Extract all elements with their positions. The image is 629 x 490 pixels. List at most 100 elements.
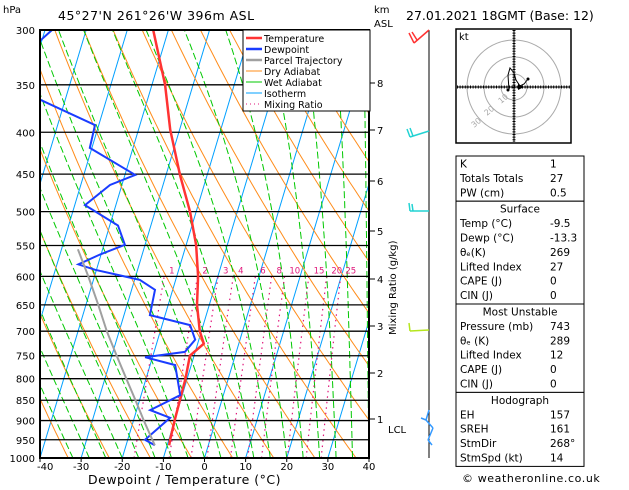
index-value: -13.3	[550, 233, 577, 245]
index-value: 0.5	[550, 187, 567, 199]
index-label: θₑ(K)	[460, 247, 486, 259]
hodograph-unit: kt	[459, 32, 469, 43]
mixing-ratio-line	[207, 276, 233, 458]
legend-label: Wet Adiabat	[264, 78, 322, 89]
km-tick-label: 3	[377, 322, 383, 333]
wind-barb-700	[409, 323, 429, 331]
dry-adiabat-line	[26, 30, 233, 458]
x-tick-label: -30	[73, 462, 89, 473]
pressure-tick-label: 850	[16, 396, 35, 407]
wind-barb-900	[421, 410, 433, 445]
km-tick-label: 2	[377, 369, 383, 380]
km-tick-label: 7	[377, 126, 383, 137]
index-value: 14	[550, 453, 564, 465]
index-value: 12	[550, 350, 563, 362]
mixing-ratio-line	[306, 276, 326, 458]
hodograph: kt 10 20 30	[456, 29, 571, 143]
index-value: 161	[550, 424, 570, 436]
isotherm-line	[81, 30, 209, 458]
km-tick-label: 4	[377, 275, 383, 286]
location-title: 45°27'N 261°26'W 396m ASL	[58, 8, 255, 23]
isotherm-line	[0, 30, 4, 458]
legend-label: Dewpoint	[264, 45, 309, 56]
index-value: 268°	[550, 438, 575, 450]
pressure-tick-label: 400	[16, 128, 35, 139]
index-value: 289	[550, 335, 570, 347]
index-label: CIN (J)	[460, 379, 493, 391]
index-label: Lifted Index	[460, 350, 522, 362]
mixing-ratio-label: 1	[169, 266, 174, 276]
mixing-ratio-label: 3	[223, 266, 228, 276]
index-label: Totals Totals	[459, 173, 523, 185]
index-value: 1	[550, 159, 557, 171]
index-label: StmDir	[460, 438, 497, 450]
mixing-ratio-label: 20	[331, 266, 342, 276]
wet-adiabat-line	[17, 30, 188, 458]
index-label: θₑ (K)	[460, 335, 489, 347]
mixing-ratio-axis-title: Mixing Ratio (g/kg)	[388, 240, 399, 335]
hodograph-point	[507, 89, 510, 92]
legend-label: Temperature	[263, 34, 324, 45]
legend-label: Mixing Ratio	[264, 100, 323, 111]
pressure-tick-label: 600	[16, 272, 35, 283]
pressure-tick-label: 550	[16, 241, 35, 252]
index-label: Temp (°C)	[459, 218, 512, 230]
wet-adiabat-line	[84, 30, 238, 458]
pressure-tick-label: 950	[16, 436, 35, 447]
index-label: CIN (J)	[460, 290, 493, 302]
index-label: EH	[460, 409, 475, 421]
section-title: Hodograph	[491, 395, 549, 407]
x-tick-label: -40	[37, 462, 53, 473]
copyright: © weatheronline.co.uk	[462, 472, 600, 485]
mixing-ratio-line	[287, 276, 309, 458]
mixing-ratio-label: 10	[289, 266, 300, 276]
mixing-ratio-label: 2	[202, 266, 207, 276]
pressure-tick-label: 1000	[10, 454, 35, 465]
pressure-tick-label: 750	[16, 352, 35, 363]
index-value: 0	[550, 276, 557, 288]
legend-label: Isotherm	[264, 89, 306, 100]
x-tick-label: 40	[363, 462, 376, 473]
index-value: 269	[550, 247, 570, 259]
index-value: -9.5	[550, 218, 571, 230]
index-value: 27	[550, 173, 563, 185]
hodograph-point	[527, 78, 530, 81]
dewpoint-line	[14, 30, 195, 445]
mixing-ratio-label: 6	[260, 266, 265, 276]
index-value: 0	[550, 290, 557, 302]
pressure-tick-label: 800	[16, 375, 35, 386]
mixing-ratio-label: 25	[345, 266, 356, 276]
index-label: CAPE (J)	[460, 364, 502, 376]
index-label: K	[460, 159, 468, 171]
km-tick-label: LCL	[388, 425, 407, 436]
km-label: km	[374, 5, 390, 16]
mixing-ratio-label: 15	[314, 266, 325, 276]
index-label: CAPE (J)	[460, 276, 502, 288]
datetime-title: 27.01.2021 18GMT (Base: 12)	[406, 8, 594, 23]
legend-label: Parcel Trajectory	[264, 56, 343, 67]
wind-barb-400	[407, 128, 429, 137]
mixing-ratio-label: 4	[238, 266, 243, 276]
wind-profile	[407, 30, 433, 458]
index-label: Lifted Index	[460, 261, 522, 273]
section-title: Surface	[500, 204, 540, 216]
index-value: 0	[550, 379, 557, 391]
x-tick-label: 20	[280, 462, 293, 473]
index-value: 0	[550, 364, 557, 376]
index-label: PW (cm)	[460, 187, 504, 199]
wet-adiabat-line	[0, 30, 73, 458]
asl-label: ASL	[374, 19, 393, 30]
isotherm-line	[0, 30, 86, 458]
indices-table: K 1 Totals Totals 27 PW (cm) 0.5 Surface Temp (…	[456, 156, 584, 466]
index-value: 743	[550, 321, 570, 333]
pressure-tick-label: 900	[16, 417, 35, 428]
index-label: StmSpd (kt)	[460, 453, 523, 465]
km-tick-label: 6	[377, 177, 383, 188]
pressure-tick-label: 450	[16, 170, 35, 181]
index-value: 27	[550, 261, 563, 273]
x-axis-title: Dewpoint / Temperature (°C)	[88, 472, 281, 486]
pressure-unit-label: hPa	[3, 5, 21, 16]
km-tick-label: 1	[377, 415, 383, 426]
